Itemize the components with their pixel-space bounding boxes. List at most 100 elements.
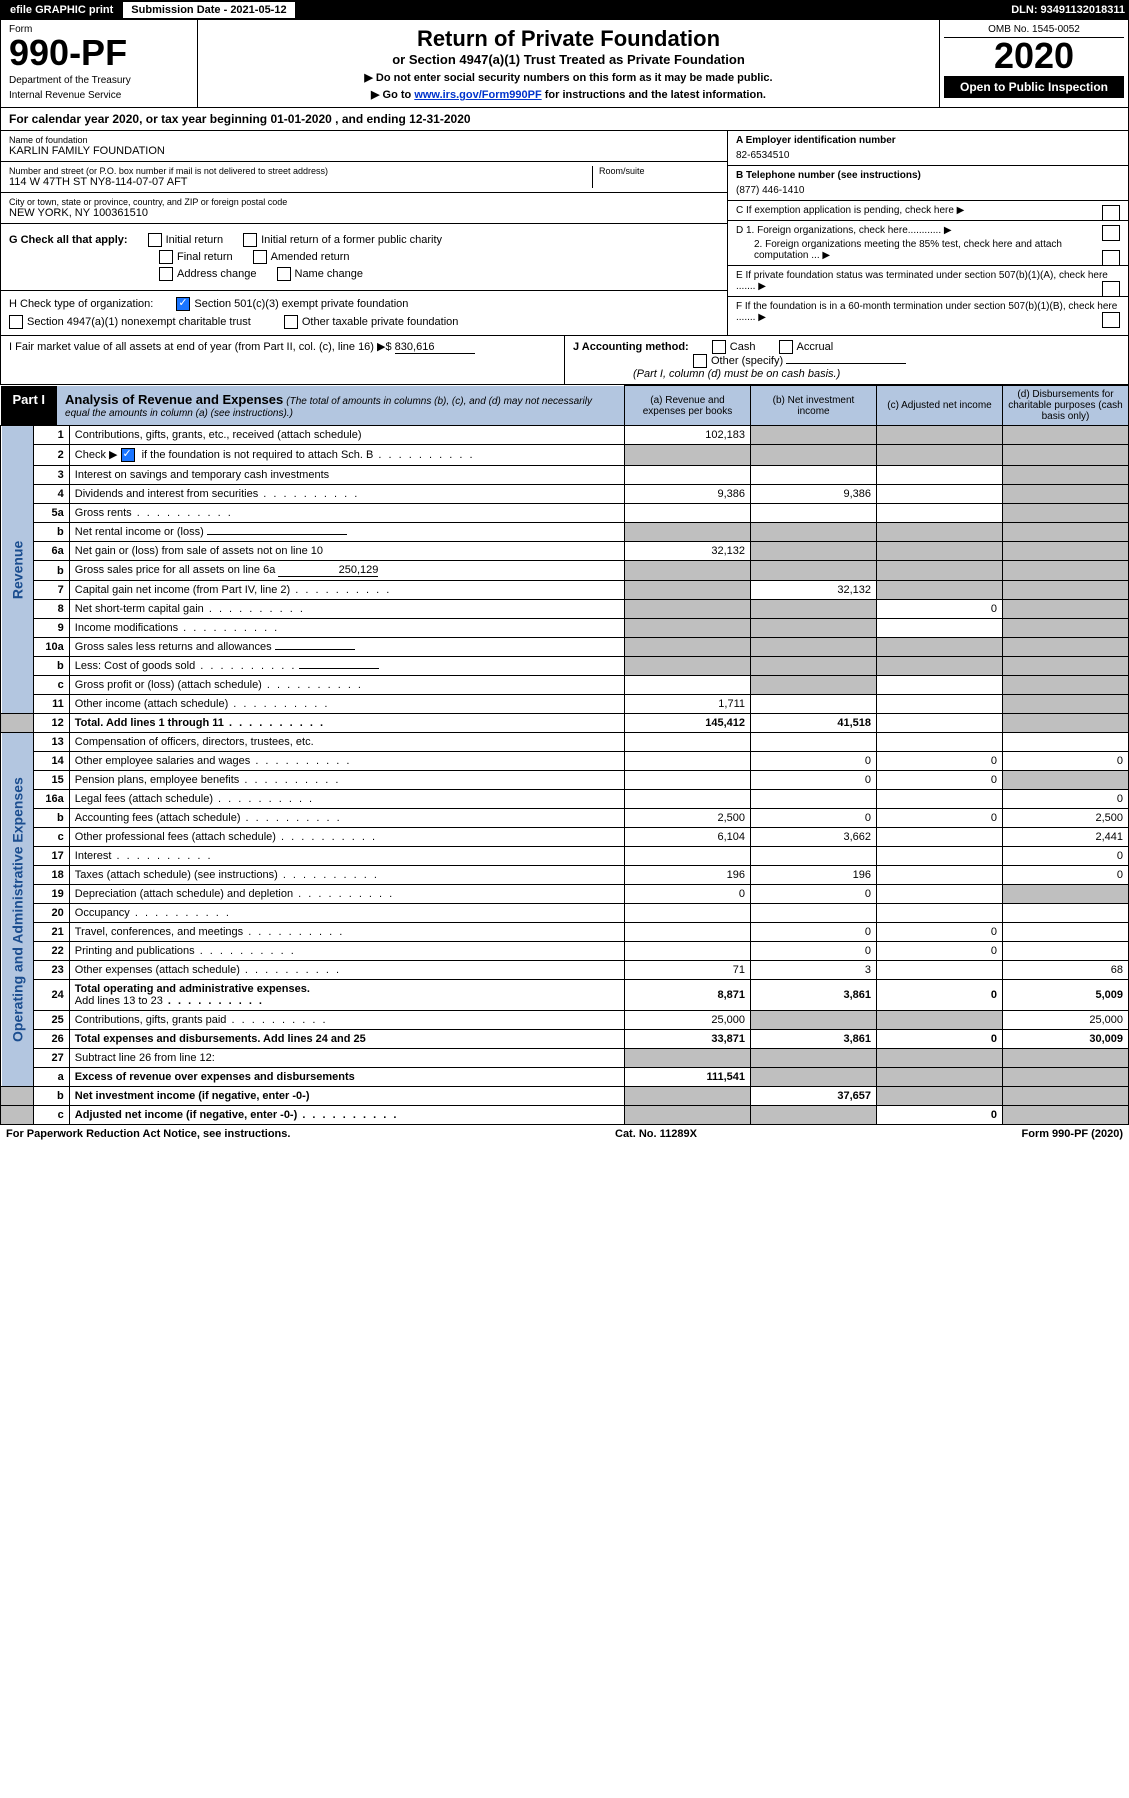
form-subtitle: or Section 4947(a)(1) Trust Treated as P… xyxy=(208,52,929,67)
city-state-zip: NEW YORK, NY 100361510 xyxy=(9,207,719,219)
j-section: J Accounting method: Cash Accrual Other … xyxy=(565,336,1128,384)
table-row: 26Total expenses and disbursements. Add … xyxy=(1,1030,1129,1049)
fmv-value: 830,616 xyxy=(395,341,475,354)
footer: For Paperwork Reduction Act Notice, see … xyxy=(0,1125,1129,1143)
cash-checkbox[interactable] xyxy=(712,340,726,354)
revenue-side-label: Revenue xyxy=(1,426,34,714)
e-checkbox[interactable] xyxy=(1102,281,1120,297)
form-number: 990-PF xyxy=(9,35,189,71)
table-row: bNet investment income (if negative, ent… xyxy=(1,1087,1129,1106)
expenses-side-label: Operating and Administrative Expenses xyxy=(1,733,34,1087)
address-cell: Number and street (or P.O. box number if… xyxy=(1,162,727,193)
s501c3-checkbox[interactable] xyxy=(176,297,190,311)
table-row: 7Capital gain net income (from Part IV, … xyxy=(1,581,1129,600)
table-row: 2 Check ▶ if the foundation is not requi… xyxy=(1,445,1129,466)
table-row: 10aGross sales less returns and allowanc… xyxy=(1,638,1129,657)
table-row: 15Pension plans, employee benefits00 xyxy=(1,771,1129,790)
table-row: 25Contributions, gifts, grants paid25,00… xyxy=(1,1011,1129,1030)
col-a-header: (a) Revenue and expenses per books xyxy=(625,386,751,426)
d1-checkbox[interactable] xyxy=(1102,225,1120,241)
table-row: cOther professional fees (attach schedul… xyxy=(1,828,1129,847)
initial-former-checkbox[interactable] xyxy=(243,233,257,247)
ein-value: 82-6534510 xyxy=(736,150,1120,161)
table-row: 24Total operating and administrative exp… xyxy=(1,980,1129,1011)
inspection-label: Open to Public Inspection xyxy=(944,76,1124,98)
header: Form 990-PF Department of the Treasury I… xyxy=(0,20,1129,108)
table-row: 3Interest on savings and temporary cash … xyxy=(1,466,1129,485)
efile-label: efile GRAPHIC print xyxy=(4,2,119,18)
name-change-checkbox[interactable] xyxy=(277,267,291,281)
d-row: D 1. Foreign organizations, check here..… xyxy=(728,221,1128,266)
submission-date: Submission Date - 2021-05-12 xyxy=(123,2,294,18)
s4947-checkbox[interactable] xyxy=(9,315,23,329)
part1-header: Part I Analysis of Revenue and Expenses … xyxy=(1,386,625,425)
calendar-year: For calendar year 2020, or tax year begi… xyxy=(0,108,1129,131)
i-section: I Fair market value of all assets at end… xyxy=(1,336,565,384)
schb-checkbox[interactable] xyxy=(121,448,135,462)
table-row: bGross sales price for all assets on lin… xyxy=(1,561,1129,581)
g-section: G Check all that apply: Initial return I… xyxy=(1,224,727,291)
table-row: cGross profit or (loss) (attach schedule… xyxy=(1,676,1129,695)
ein-label: A Employer identification number xyxy=(736,135,1120,146)
table-row: 12Total. Add lines 1 through 11145,41241… xyxy=(1,714,1129,733)
final-return-checkbox[interactable] xyxy=(159,250,173,264)
table-row: 21Travel, conferences, and meetings00 xyxy=(1,923,1129,942)
initial-return-checkbox[interactable] xyxy=(148,233,162,247)
header-center: Return of Private Foundation or Section … xyxy=(198,20,939,107)
table-row: 8Net short-term capital gain0 xyxy=(1,600,1129,619)
f-checkbox[interactable] xyxy=(1102,312,1120,328)
table-row: 17Interest0 xyxy=(1,847,1129,866)
col-c-header: (c) Adjusted net income xyxy=(877,386,1003,426)
table-row: 19Depreciation (attach schedule) and dep… xyxy=(1,885,1129,904)
tax-year: 2020 xyxy=(944,38,1124,74)
table-row: 27Subtract line 26 from line 12: xyxy=(1,1049,1129,1068)
table-row: aExcess of revenue over expenses and dis… xyxy=(1,1068,1129,1087)
amended-return-checkbox[interactable] xyxy=(253,250,267,264)
form990pf-link[interactable]: www.irs.gov/Form990PF xyxy=(414,89,541,101)
other-method-checkbox[interactable] xyxy=(693,354,707,368)
table-row: 16aLegal fees (attach schedule)0 xyxy=(1,790,1129,809)
e-row: E If private foundation status was termi… xyxy=(728,266,1128,297)
table-row: 11Other income (attach schedule)1,711 xyxy=(1,695,1129,714)
table-row: 6aNet gain or (loss) from sale of assets… xyxy=(1,542,1129,561)
street-address: 114 W 47TH ST NY8-114-07-07 AFT xyxy=(9,176,592,188)
dept-label: Department of the Treasury xyxy=(9,75,189,86)
foundation-name: KARLIN FAMILY FOUNDATION xyxy=(9,145,719,157)
table-row: Operating and Administrative Expenses 13… xyxy=(1,733,1129,752)
paperwork-notice: For Paperwork Reduction Act Notice, see … xyxy=(6,1128,290,1140)
c-row: C If exemption application is pending, c… xyxy=(728,201,1128,221)
ij-section: I Fair market value of all assets at end… xyxy=(0,336,1129,385)
table-row: 14Other employee salaries and wages000 xyxy=(1,752,1129,771)
table-row: bLess: Cost of goods sold xyxy=(1,657,1129,676)
table-row: 4Dividends and interest from securities9… xyxy=(1,485,1129,504)
other-taxable-checkbox[interactable] xyxy=(284,315,298,329)
city-cell: City or town, state or province, country… xyxy=(1,193,727,224)
form-footer: Form 990-PF (2020) xyxy=(1022,1128,1123,1140)
header-left: Form 990-PF Department of the Treasury I… xyxy=(1,20,198,107)
room-label: Room/suite xyxy=(599,166,719,176)
note2: ▶ Go to www.irs.gov/Form990PF for instru… xyxy=(208,88,929,101)
entity-section: Name of foundation KARLIN FAMILY FOUNDAT… xyxy=(0,131,1129,336)
header-right: OMB No. 1545-0052 2020 Open to Public In… xyxy=(939,20,1128,107)
part1-label: Part I xyxy=(1,386,58,425)
table-row: 20Occupancy xyxy=(1,904,1129,923)
address-change-checkbox[interactable] xyxy=(159,267,173,281)
form-title: Return of Private Foundation xyxy=(208,26,929,52)
f-row: F If the foundation is in a 60-month ter… xyxy=(728,297,1128,327)
irs-label: Internal Revenue Service xyxy=(9,90,189,101)
cat-number: Cat. No. 11289X xyxy=(615,1128,697,1140)
col-d-header: (d) Disbursements for charitable purpose… xyxy=(1003,386,1129,426)
top-bar: efile GRAPHIC print Submission Date - 20… xyxy=(0,0,1129,20)
table-row: bAccounting fees (attach schedule)2,5000… xyxy=(1,809,1129,828)
table-row: Revenue 1 Contributions, gifts, grants, … xyxy=(1,426,1129,445)
table-row: 9Income modifications xyxy=(1,619,1129,638)
table-row: cAdjusted net income (if negative, enter… xyxy=(1,1106,1129,1125)
col-b-header: (b) Net investment income xyxy=(751,386,877,426)
d2-checkbox[interactable] xyxy=(1102,250,1120,266)
entity-right: A Employer identification number 82-6534… xyxy=(727,131,1128,335)
accrual-checkbox[interactable] xyxy=(779,340,793,354)
c-checkbox[interactable] xyxy=(1102,205,1120,221)
telephone-label: B Telephone number (see instructions) xyxy=(736,170,1120,181)
table-row: bNet rental income or (loss) xyxy=(1,523,1129,542)
note1: ▶ Do not enter social security numbers o… xyxy=(208,71,929,84)
